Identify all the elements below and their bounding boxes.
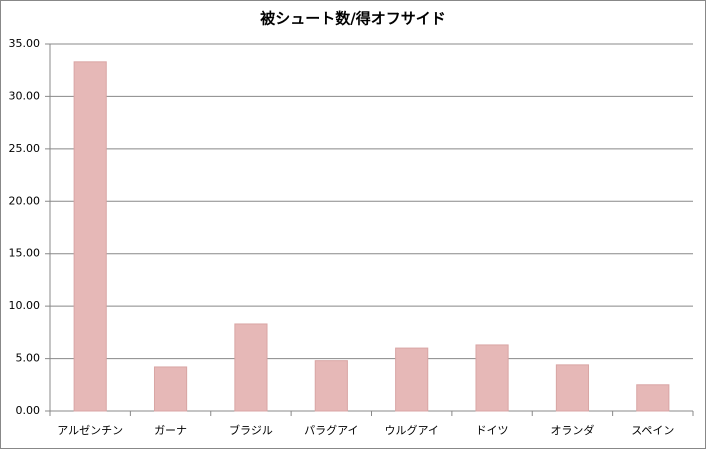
bar <box>475 344 509 412</box>
bar <box>555 364 590 412</box>
bar <box>314 360 348 412</box>
bar <box>395 347 429 412</box>
chart-title: 被シュート数/得オフサイド <box>260 10 445 28</box>
x-tick-label: ブラジル <box>229 423 273 437</box>
bar <box>153 366 188 412</box>
x-tick-label: ドイツ <box>476 424 509 437</box>
x-tick-label: オランダ <box>550 423 594 437</box>
bar <box>234 323 268 412</box>
bar <box>73 61 107 412</box>
x-tick-label: ガーナ <box>154 424 187 437</box>
y-tick-label: 5.00 <box>16 352 41 365</box>
bar <box>636 384 670 412</box>
y-tick-label: 25.00 <box>9 142 41 155</box>
y-tick-label: 35.00 <box>9 37 41 50</box>
y-tick-label: 15.00 <box>9 247 41 260</box>
x-tick-label: スペイン <box>631 424 674 437</box>
y-tick-label: 0.00 <box>16 404 41 417</box>
x-tick-label: ウルグアイ <box>384 423 438 437</box>
y-tick-label: 10.00 <box>9 299 41 312</box>
y-tick-label: 30.00 <box>9 89 41 102</box>
x-tick-label: アルゼンチン <box>57 424 123 437</box>
x-tick-label: パラグアイ <box>304 423 358 437</box>
y-tick-label: 20.00 <box>9 194 41 207</box>
